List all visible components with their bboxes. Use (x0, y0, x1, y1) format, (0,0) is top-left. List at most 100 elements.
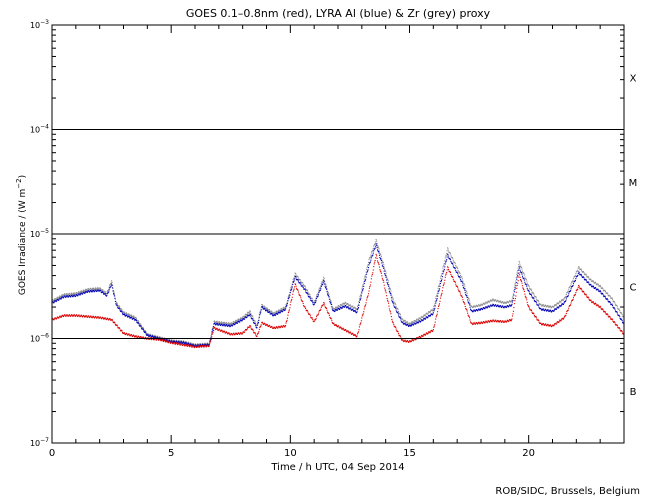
data-point (477, 322, 479, 324)
data-point (438, 305, 440, 307)
data-point (515, 277, 517, 279)
data-point (209, 339, 211, 341)
data-point (253, 321, 255, 323)
data-point (161, 336, 163, 338)
data-point (595, 282, 597, 284)
data-point (94, 316, 96, 318)
data-point (259, 326, 261, 328)
data-point (308, 293, 310, 295)
data-point (376, 257, 378, 259)
data-point (77, 294, 79, 296)
data-point (572, 299, 574, 301)
data-point (475, 310, 477, 312)
data-point (222, 331, 224, 333)
data-point (590, 283, 592, 285)
data-point (511, 301, 514, 303)
data-point (302, 302, 304, 305)
data-point (503, 307, 505, 309)
data-point (238, 318, 240, 321)
data-point (326, 286, 328, 288)
data-point (108, 318, 110, 320)
data-point (135, 318, 137, 321)
data-point (513, 307, 515, 309)
data-point (268, 309, 270, 311)
data-point (177, 342, 179, 344)
data-point (256, 333, 258, 335)
data-point (156, 336, 158, 338)
data-point (403, 320, 405, 322)
data-point (527, 304, 529, 306)
data-point (430, 329, 432, 331)
data-point (551, 311, 553, 313)
data-point (329, 300, 331, 303)
data-point (211, 333, 213, 335)
data-point (118, 327, 120, 329)
data-point (404, 320, 406, 322)
data-point (532, 292, 534, 294)
data-point (99, 287, 101, 289)
data-point (229, 323, 231, 325)
data-point (551, 326, 553, 328)
data-point (427, 316, 429, 318)
data-point (221, 323, 223, 325)
data-point (54, 300, 56, 302)
data-point (285, 308, 287, 310)
data-point (89, 290, 91, 292)
data-point (426, 332, 428, 334)
data-point (272, 327, 274, 330)
data-point (366, 299, 368, 301)
data-point (414, 319, 416, 322)
data-point (459, 293, 462, 295)
data-point (621, 319, 623, 322)
data-point (546, 325, 548, 327)
data-point (310, 316, 312, 318)
data-point (381, 277, 383, 279)
data-point (568, 307, 570, 309)
data-point (221, 322, 223, 324)
data-point (376, 240, 378, 242)
data-point (286, 302, 289, 304)
data-point (597, 304, 599, 306)
data-point (597, 284, 599, 286)
data-point (137, 322, 139, 324)
data-point (554, 308, 556, 310)
data-point (75, 315, 77, 317)
data-point (356, 311, 358, 313)
data-point (381, 258, 383, 260)
data-point (88, 288, 90, 290)
data-point (519, 262, 521, 264)
data-point (67, 315, 69, 317)
data-point (145, 334, 147, 336)
data-point (508, 306, 510, 308)
data-point (427, 332, 429, 334)
data-point (362, 289, 364, 291)
data-point (385, 275, 387, 277)
data-point (526, 301, 528, 304)
data-point (478, 321, 480, 323)
data-point (237, 332, 239, 335)
data-point (462, 299, 464, 301)
data-point (269, 312, 271, 314)
data-point (238, 320, 240, 323)
data-point (190, 345, 192, 347)
data-point (265, 324, 267, 326)
data-point (206, 342, 208, 344)
data-point (613, 301, 616, 303)
data-point (466, 295, 468, 297)
data-point (348, 305, 350, 307)
data-point (491, 300, 493, 302)
data-point (500, 321, 503, 323)
data-point (429, 332, 431, 334)
data-point (276, 313, 278, 315)
data-point (59, 295, 61, 297)
data-point (255, 326, 257, 328)
data-point (430, 309, 432, 311)
data-point (367, 269, 369, 271)
data-point (322, 282, 324, 284)
data-point (397, 311, 400, 313)
data-point (457, 286, 459, 288)
data-point (471, 323, 473, 325)
data-point (428, 331, 430, 333)
data-point (302, 301, 304, 303)
data-point (66, 314, 68, 316)
